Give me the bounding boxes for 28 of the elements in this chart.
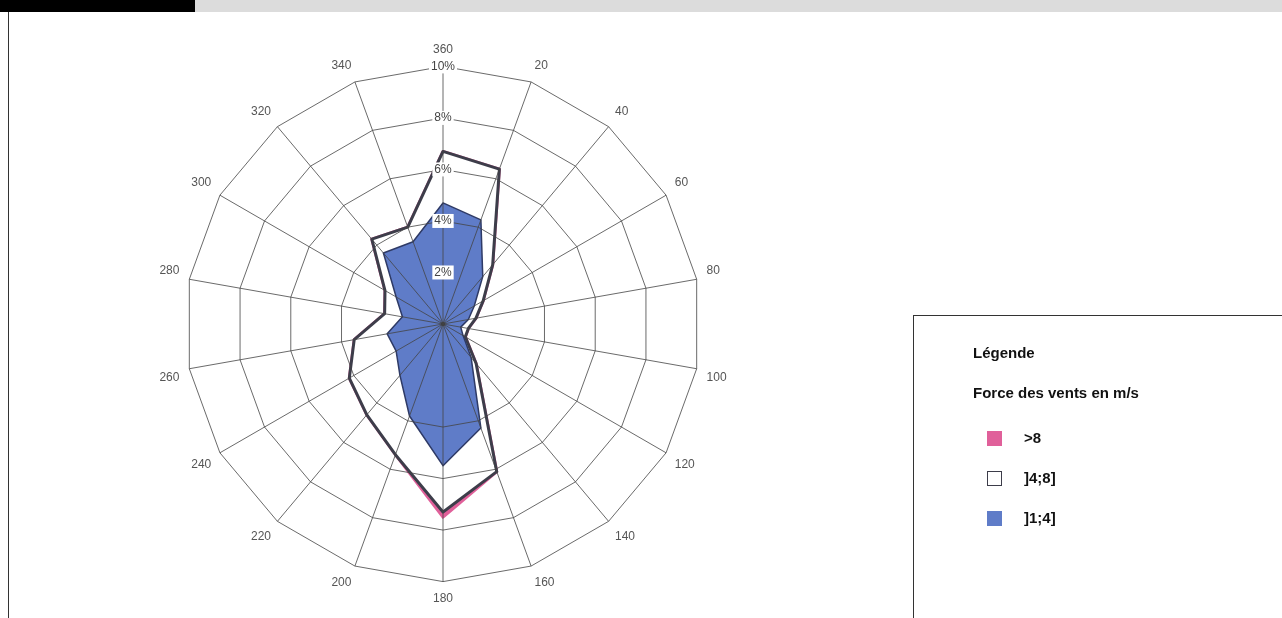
spoke-label: 220: [250, 528, 272, 543]
spoke-label: 140: [615, 528, 636, 543]
spoke-label: 40: [615, 104, 629, 119]
spoke-label: 320: [250, 104, 272, 119]
spoke-label: 160: [534, 574, 555, 589]
spoke-label: 260: [159, 369, 180, 384]
spoke-label: 300: [191, 175, 212, 190]
spoke-label: 360: [432, 41, 454, 56]
y-tick-label: 4%: [434, 213, 452, 228]
y-tick-label: 8%: [434, 110, 452, 125]
legend-label: >8: [1024, 429, 1042, 446]
text: Légende: [973, 344, 1035, 361]
y-tick-label: 6%: [434, 161, 452, 176]
spoke-label: 240: [191, 457, 212, 472]
spoke-label: 80: [706, 262, 721, 277]
spoke-label: 340: [331, 57, 352, 72]
y-tick-label: 10%: [430, 58, 456, 73]
spoke-label: 60: [674, 175, 689, 190]
spoke-label: 100: [706, 369, 727, 384]
legend-label: ]1;4]: [1024, 509, 1056, 526]
spoke-label: 180: [432, 591, 454, 606]
spoke-label: 200: [331, 574, 352, 589]
spoke-label: 280: [159, 262, 180, 277]
y-tick-label: 2%: [434, 264, 452, 279]
legend-label: ]4;8]: [1024, 469, 1056, 486]
spoke-label: 120: [674, 457, 696, 472]
spoke-label: 20: [534, 57, 549, 72]
legend-title: Force des vents en m/s: [973, 384, 1139, 401]
